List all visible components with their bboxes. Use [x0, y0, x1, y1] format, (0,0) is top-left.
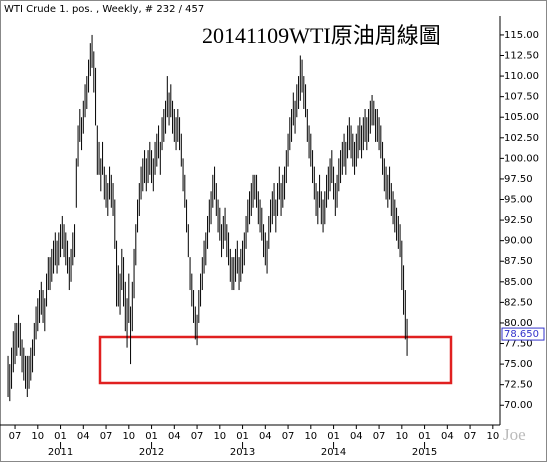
- x-tick-label: 10: [486, 431, 499, 442]
- x-tick-label: 07: [282, 431, 295, 442]
- y-tick-label: 85.00: [504, 277, 533, 288]
- chart-header: WTI Crude 1. pos. , Weekly, # 232 / 457: [4, 4, 204, 15]
- highlight-box: [98, 335, 453, 385]
- x-tick-label: 10: [395, 431, 408, 442]
- y-tick-label: 90.00: [504, 236, 533, 247]
- x-tick-label: 04: [350, 431, 363, 442]
- x-tick-label: 04: [168, 431, 181, 442]
- x-tick-label: 07: [9, 431, 22, 442]
- x-tick-label: 07: [373, 431, 386, 442]
- x-tick-label: 04: [77, 431, 90, 442]
- x-tick-label: 01: [418, 431, 431, 442]
- x-tick-label: 07: [100, 431, 113, 442]
- x-tick-label: 10: [213, 431, 226, 442]
- y-tick-label: 102.50: [504, 133, 539, 144]
- y-tick-label: 110.00: [504, 71, 539, 82]
- x-tick-label: 07: [191, 431, 204, 442]
- x-tick-label: 01: [145, 431, 158, 442]
- y-tick-label: 105.00: [504, 112, 539, 123]
- y-tick-label: 107.50: [504, 92, 539, 103]
- x-tick-label: 10: [122, 431, 135, 442]
- last-value-label: 78.650: [504, 329, 539, 340]
- year-label: 2015: [412, 447, 437, 458]
- x-tick-label: 01: [236, 431, 249, 442]
- y-tick-label: 82.50: [504, 297, 533, 308]
- x-tick-label: 01: [327, 431, 340, 442]
- y-tick-label: 77.50: [504, 339, 533, 350]
- y-tick-label: 80.00: [504, 318, 533, 329]
- y-tick-label: 75.00: [504, 359, 533, 370]
- y-tick-label: 112.50: [504, 51, 539, 62]
- x-tick-label: 04: [259, 431, 272, 442]
- x-tick-label: 10: [304, 431, 317, 442]
- year-label: 2014: [321, 447, 346, 458]
- x-tick-label: 10: [31, 431, 44, 442]
- year-label: 2012: [139, 447, 164, 458]
- y-tick-label: 115.00: [504, 30, 539, 41]
- y-tick-label: 92.50: [504, 215, 533, 226]
- y-tick-label: 95.00: [504, 195, 533, 206]
- last-value-box: [501, 327, 545, 341]
- year-label: 2013: [230, 447, 255, 458]
- y-tick-label: 97.50: [504, 174, 533, 185]
- y-tick-label: 87.50: [504, 256, 533, 267]
- chart-title: 20141109WTI原油周線圖: [202, 23, 441, 48]
- y-tick-label: 70.00: [504, 400, 533, 411]
- y-tick-label: 100.00: [504, 153, 539, 164]
- x-tick-label: 04: [441, 431, 454, 442]
- year-label: 2011: [48, 447, 73, 458]
- x-tick-label: 01: [54, 431, 67, 442]
- y-tick-label: 72.50: [504, 380, 533, 391]
- x-tick-label: 07: [464, 431, 477, 442]
- watermark: Joe: [503, 425, 526, 444]
